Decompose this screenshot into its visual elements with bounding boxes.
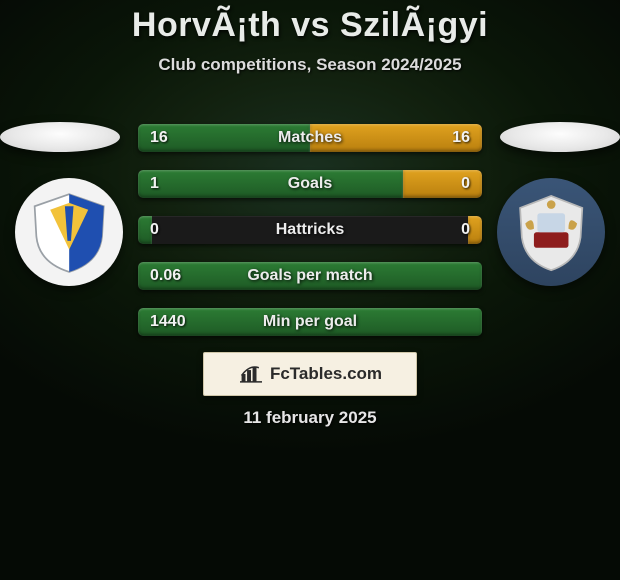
crest-left-icon — [26, 189, 112, 275]
stat-value-left: 0.06 — [150, 262, 181, 290]
stat-label: Goals — [138, 170, 482, 198]
stat-row: Matches16 16 — [138, 124, 482, 152]
pedestal-right-icon — [500, 122, 620, 152]
stat-value-left: 16 — [150, 124, 168, 152]
stat-row: Min per goal1440 — [138, 308, 482, 336]
stats-container: Matches1616Goals10Hattricks00Goals per m… — [138, 124, 482, 336]
stat-value-right: 16 — [452, 124, 470, 152]
comparison-date: 11 february 2025 — [0, 408, 620, 428]
subtitle: Club competitions, Season 2024/2025 — [0, 55, 620, 75]
brand-chart-icon — [238, 363, 264, 385]
brand-badge[interactable]: FcTables.com — [203, 352, 417, 396]
team-right-logo — [497, 178, 605, 286]
stat-row: Hattricks0 0 — [138, 216, 482, 244]
pedestal-left-icon — [0, 122, 120, 152]
stat-value-left: 0 — [150, 216, 159, 244]
stat-value-left: 1440 — [150, 308, 186, 336]
crest-right-icon — [508, 189, 594, 275]
stat-label: Goals per match — [138, 262, 482, 290]
stat-row: Goals1 0 — [138, 170, 482, 198]
brand-text: FcTables.com — [270, 364, 382, 384]
stat-value-right: 0 — [461, 216, 470, 244]
page-title: HorvÃ¡th vs SzilÃ¡gyi — [0, 0, 620, 45]
stat-value-right: 0 — [461, 170, 470, 198]
stat-row: Goals per match0.06 — [138, 262, 482, 290]
comparison-card: HorvÃ¡th vs SzilÃ¡gyi Club competitions,… — [0, 0, 620, 580]
stat-label: Min per goal — [138, 308, 482, 336]
stat-label: Hattricks — [138, 216, 482, 244]
stat-label: Matches — [138, 124, 482, 152]
team-left-logo — [15, 178, 123, 286]
stat-value-left: 1 — [150, 170, 159, 198]
